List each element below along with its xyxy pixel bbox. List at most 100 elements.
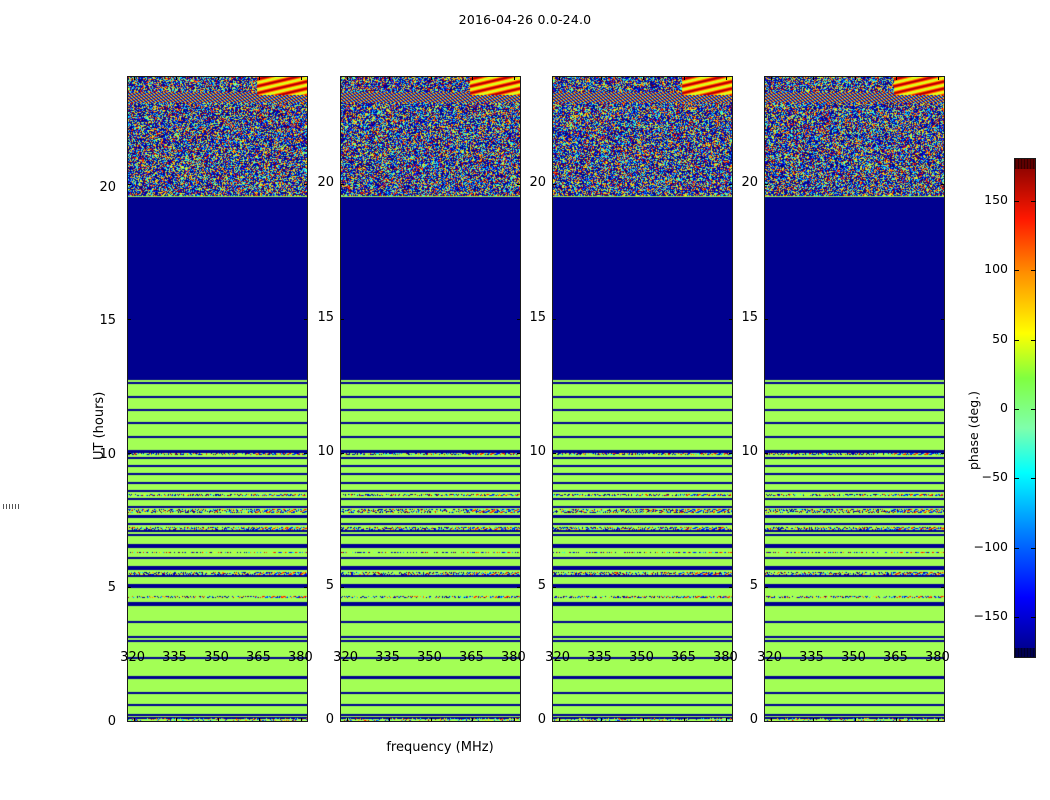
x-tick-mark-top <box>854 77 856 80</box>
y-tick-mark <box>128 586 131 588</box>
y-tick-mark <box>128 184 131 186</box>
colorbar-tick-mark-right <box>1031 409 1036 410</box>
y-tick-label: 20 <box>317 175 334 191</box>
panel-yy[interactable]: YY, BL V1*V6 <box>340 76 521 722</box>
x-axis-label: frequency (MHz) <box>386 740 494 755</box>
y-tick-mark <box>553 586 556 588</box>
y-tick-label: 20 <box>529 175 546 191</box>
y-tick-mark-right <box>304 184 307 186</box>
x-tick-mark-top <box>812 77 814 80</box>
x-tick-mark <box>558 718 560 721</box>
x-tick-mark <box>642 718 644 721</box>
y-tick-mark <box>341 586 344 588</box>
x-tick-label: 320 <box>545 650 570 665</box>
colorbar-tick-mark <box>1014 200 1019 202</box>
colorbar-tick-mark-right <box>1031 547 1036 549</box>
y-tick-mark <box>765 586 768 588</box>
y-tick-mark <box>340 721 344 722</box>
x-tick-mark-top <box>430 77 432 80</box>
x-tick-mark <box>217 718 219 721</box>
panel-xy[interactable]: XY, BL V1*V6 <box>552 76 733 722</box>
y-tick-mark-right <box>517 184 520 186</box>
heatmap-image-yx <box>765 77 944 721</box>
heatmap-image-xx <box>128 77 307 721</box>
y-tick-mark <box>553 452 556 454</box>
x-tick-mark-top <box>684 77 686 80</box>
y-tick-mark <box>764 721 768 722</box>
y-tick-mark <box>341 452 344 454</box>
x-tick-label: 320 <box>120 650 145 665</box>
colorbar-tick-mark-right <box>1031 200 1036 202</box>
x-tick-mark <box>770 718 772 721</box>
x-tick-mark <box>175 718 177 721</box>
y-tick-label-5: 5 <box>107 580 116 595</box>
x-tick-mark-top <box>133 77 135 80</box>
y-tick-mark <box>553 184 556 186</box>
x-tick-mark <box>854 718 856 721</box>
y-tick-label: 15 <box>529 309 546 325</box>
x-tick-mark-top <box>726 77 728 80</box>
panel-yx[interactable]: YX, BL V1*V6 <box>764 76 945 722</box>
y-tick-label: 20 <box>741 175 758 191</box>
x-tick-mark <box>301 718 303 721</box>
y-tick-mark-right <box>941 184 944 186</box>
x-tick-label: 320 <box>757 650 782 665</box>
x-tick-label: 380 <box>500 650 526 665</box>
x-tick-label: 380 <box>924 650 950 665</box>
y-tick-label: 10 <box>317 443 334 459</box>
y-tick-label-15: 15 <box>99 313 116 328</box>
x-tick-label: 350 <box>204 650 229 665</box>
y-tick-label: 5 <box>537 577 546 593</box>
y-tick-mark <box>128 452 131 454</box>
x-tick-mark <box>430 718 432 721</box>
y-tick-label-0: 0 <box>107 714 116 729</box>
x-tick-label: 335 <box>799 650 824 665</box>
colorbar-tick-label: −150 <box>973 608 1008 624</box>
y-tick-mark-right <box>517 452 520 454</box>
colorbar-tick-label: 50 <box>992 330 1008 346</box>
colorbar-tick-mark <box>1014 617 1019 619</box>
y-tick-mark-right <box>941 452 944 454</box>
x-tick-mark <box>388 718 390 721</box>
x-tick-mark <box>938 718 940 721</box>
y-tick-label-10: 10 <box>99 447 116 462</box>
x-tick-mark-top <box>175 77 177 80</box>
y-tick-mark-right <box>941 318 944 320</box>
y-tick-mark-right <box>941 721 945 722</box>
panel-xx[interactable]: XX, BL V1*V6 <box>127 76 308 722</box>
x-tick-mark-top <box>301 77 303 80</box>
y-tick-mark <box>127 721 131 722</box>
y-tick-label: 5 <box>749 577 758 593</box>
y-tick-mark <box>128 318 131 320</box>
y-tick-label: 0 <box>749 712 758 727</box>
heatmap-canvas <box>341 77 520 721</box>
y-tick-label: 0 <box>325 712 334 727</box>
x-tick-label: 365 <box>246 650 271 665</box>
colorbar-over-color <box>1015 159 1035 169</box>
colorbar-tick-mark <box>1014 339 1019 341</box>
x-tick-label: 350 <box>841 650 866 665</box>
x-tick-label: 380 <box>287 650 313 665</box>
heatmap-canvas <box>553 77 732 721</box>
y-tick-label: 0 <box>537 712 546 727</box>
x-tick-mark <box>684 718 686 721</box>
x-tick-mark <box>346 718 348 721</box>
x-tick-mark <box>472 718 474 721</box>
x-tick-mark <box>726 718 728 721</box>
x-tick-label: 350 <box>629 650 654 665</box>
x-tick-mark-top <box>472 77 474 80</box>
y-tick-mark <box>765 452 768 454</box>
colorbar[interactable] <box>1014 158 1036 658</box>
x-tick-mark <box>259 718 261 721</box>
x-tick-mark-top <box>514 77 516 80</box>
colorbar-under-color <box>1015 648 1035 657</box>
y-tick-mark-right <box>304 318 307 320</box>
y-tick-mark-right <box>729 586 732 588</box>
colorbar-tick-mark-right <box>1031 270 1036 272</box>
x-tick-label: 350 <box>417 650 442 665</box>
y-tick-mark <box>341 318 344 320</box>
heatmap-canvas <box>765 77 944 721</box>
x-tick-mark-top <box>346 77 348 80</box>
x-tick-mark <box>514 718 516 721</box>
